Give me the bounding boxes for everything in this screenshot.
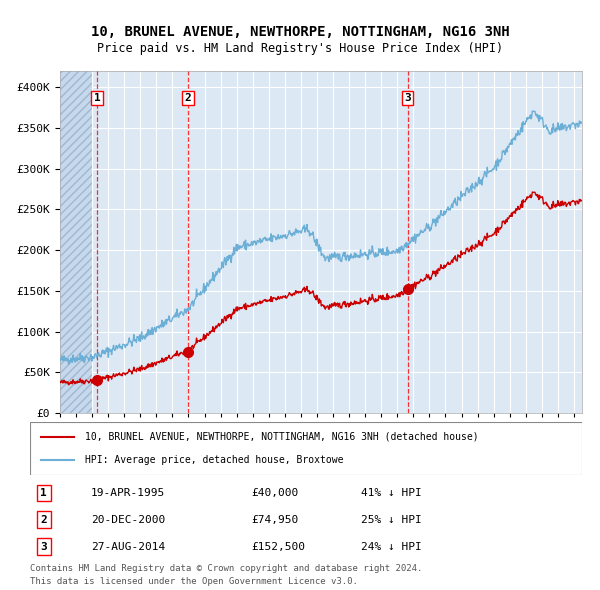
Text: 10, BRUNEL AVENUE, NEWTHORPE, NOTTINGHAM, NG16 3NH (detached house): 10, BRUNEL AVENUE, NEWTHORPE, NOTTINGHAM…	[85, 432, 479, 442]
Text: 41% ↓ HPI: 41% ↓ HPI	[361, 488, 422, 498]
Text: 2: 2	[185, 93, 191, 103]
Text: 25% ↓ HPI: 25% ↓ HPI	[361, 515, 422, 525]
Text: 20-DEC-2000: 20-DEC-2000	[91, 515, 165, 525]
Text: Price paid vs. HM Land Registry's House Price Index (HPI): Price paid vs. HM Land Registry's House …	[97, 42, 503, 55]
FancyBboxPatch shape	[30, 422, 582, 475]
Text: 27-AUG-2014: 27-AUG-2014	[91, 542, 165, 552]
Text: This data is licensed under the Open Government Licence v3.0.: This data is licensed under the Open Gov…	[30, 577, 358, 586]
Text: 3: 3	[40, 542, 47, 552]
Text: £74,950: £74,950	[251, 515, 298, 525]
Text: HPI: Average price, detached house, Broxtowe: HPI: Average price, detached house, Brox…	[85, 455, 344, 465]
Text: 1: 1	[40, 488, 47, 498]
Text: £40,000: £40,000	[251, 488, 298, 498]
Text: 24% ↓ HPI: 24% ↓ HPI	[361, 542, 422, 552]
Bar	[60, 71, 92, 413]
Text: 1: 1	[94, 93, 100, 103]
Text: £152,500: £152,500	[251, 542, 305, 552]
Text: Contains HM Land Registry data © Crown copyright and database right 2024.: Contains HM Land Registry data © Crown c…	[30, 564, 422, 573]
Text: 2: 2	[40, 515, 47, 525]
Text: 19-APR-1995: 19-APR-1995	[91, 488, 165, 498]
Text: 10, BRUNEL AVENUE, NEWTHORPE, NOTTINGHAM, NG16 3NH: 10, BRUNEL AVENUE, NEWTHORPE, NOTTINGHAM…	[91, 25, 509, 39]
Text: 3: 3	[404, 93, 411, 103]
